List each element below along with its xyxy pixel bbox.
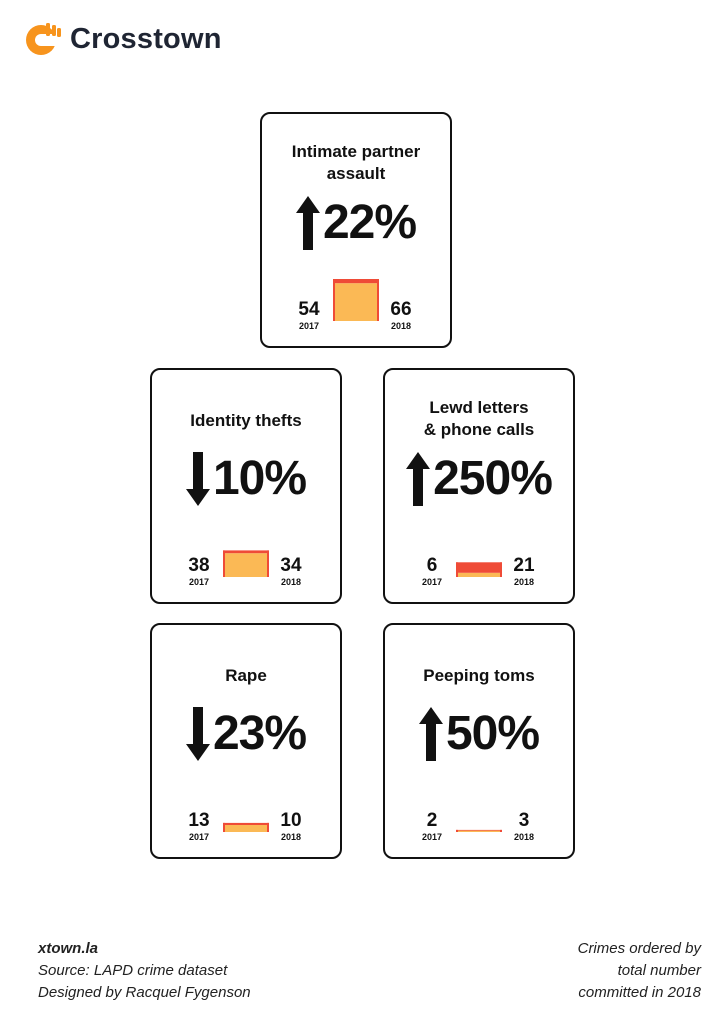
bar-common bbox=[223, 825, 269, 832]
bar-edge bbox=[500, 829, 502, 832]
value-2018: 10 bbox=[280, 810, 302, 831]
bar-common bbox=[333, 283, 379, 321]
bar-change bbox=[333, 279, 379, 284]
year-2017: 2017 bbox=[421, 577, 443, 587]
bar-common bbox=[223, 553, 269, 577]
arrow-down-icon bbox=[185, 452, 210, 506]
card-title: Intimate partner assault bbox=[270, 141, 442, 185]
crime-card: Peeping toms 50% 2 3 2017 2018 bbox=[383, 623, 575, 859]
value-2017: 6 bbox=[426, 555, 438, 576]
arrow-up-icon bbox=[295, 196, 320, 250]
value-comparison: 38 34 2017 2018 bbox=[152, 535, 340, 587]
brand-name: Crosstown bbox=[70, 22, 222, 55]
value-comparison: 54 66 2017 2018 bbox=[262, 279, 450, 331]
card-title: Identity thefts bbox=[160, 410, 332, 432]
value-2018: 66 bbox=[390, 299, 412, 320]
comparison-bars bbox=[223, 822, 269, 832]
year-2018: 2018 bbox=[280, 577, 302, 587]
crosstown-logo[interactable]: Crosstown bbox=[24, 20, 222, 58]
note-line: total number bbox=[617, 962, 701, 979]
crime-card: Identity thefts 10% 38 34 2017 2018 bbox=[150, 368, 342, 604]
percent-change: 23% bbox=[212, 707, 307, 760]
site-link[interactable]: xtown.la bbox=[38, 940, 99, 957]
value-2017: 54 bbox=[298, 299, 320, 320]
crime-card: Intimate partner assault 22% 54 66 2017 2018 bbox=[260, 112, 452, 348]
card-title-line: Intimate partner bbox=[291, 142, 421, 161]
change-row: 10% bbox=[152, 452, 340, 506]
card-title-line: Peeping toms bbox=[423, 666, 535, 685]
year-2017: 2017 bbox=[421, 832, 443, 842]
designer-text: Designed by Racquel Fygenson bbox=[38, 984, 251, 1001]
card-title-line: & phone calls bbox=[423, 420, 535, 439]
value-comparison: 2 3 2017 2018 bbox=[385, 790, 573, 842]
crime-card: Lewd letters & phone calls 250% 6 21 2017 2018 bbox=[383, 368, 575, 604]
value-2017: 2 bbox=[426, 810, 438, 831]
source-text: Source: LAPD crime dataset bbox=[38, 962, 228, 979]
value-comparison: 13 10 2017 2018 bbox=[152, 790, 340, 842]
bar-edge bbox=[500, 562, 502, 577]
comparison-bars bbox=[456, 829, 502, 832]
percent-change: 50% bbox=[445, 707, 540, 760]
bar-edge bbox=[456, 829, 458, 832]
change-row: 23% bbox=[152, 707, 340, 761]
bar-change bbox=[223, 822, 269, 825]
bar-edge bbox=[267, 822, 269, 832]
card-title: Rape bbox=[160, 665, 332, 687]
comparison-bars bbox=[333, 279, 379, 321]
bar-edge bbox=[333, 279, 335, 321]
crime-card: Rape 23% 13 10 2017 2018 bbox=[150, 623, 342, 859]
percent-change: 22% bbox=[322, 196, 417, 249]
value-2017: 38 bbox=[188, 555, 210, 576]
value-comparison: 6 21 2017 2018 bbox=[385, 535, 573, 587]
year-2018: 2018 bbox=[280, 832, 302, 842]
value-2018: 3 bbox=[518, 810, 530, 831]
arrow-up-icon bbox=[418, 707, 443, 761]
bar-edge bbox=[456, 562, 458, 577]
arrow-up-icon bbox=[406, 452, 431, 506]
percent-change: 250% bbox=[433, 452, 553, 505]
bar-edge bbox=[223, 550, 225, 577]
year-2017: 2017 bbox=[188, 577, 210, 587]
card-title: Peeping toms bbox=[393, 665, 565, 687]
footer-note: Crimes ordered by total number committed… bbox=[501, 938, 701, 1004]
crosstown-logo-icon bbox=[26, 23, 61, 55]
bar-change bbox=[456, 829, 502, 831]
year-2018: 2018 bbox=[513, 832, 535, 842]
card-title-line: assault bbox=[326, 164, 386, 183]
year-2018: 2018 bbox=[513, 577, 535, 587]
bar-edge bbox=[223, 822, 225, 832]
value-2017: 13 bbox=[188, 810, 210, 831]
card-title-line: Rape bbox=[225, 666, 267, 685]
bar-change bbox=[223, 550, 269, 554]
value-2018: 21 bbox=[513, 555, 535, 576]
change-row: 50% bbox=[385, 707, 573, 761]
bar-common bbox=[456, 830, 502, 832]
bar-common bbox=[456, 572, 502, 577]
comparison-bars bbox=[456, 562, 502, 577]
change-row: 250% bbox=[385, 452, 573, 506]
year-2017: 2017 bbox=[298, 321, 320, 331]
bar-edge bbox=[267, 550, 269, 577]
card-title-line: Identity thefts bbox=[190, 411, 302, 430]
comparison-bars bbox=[223, 550, 269, 577]
change-row: 22% bbox=[262, 196, 450, 250]
percent-change: 10% bbox=[212, 452, 307, 505]
card-title: Lewd letters & phone calls bbox=[393, 397, 565, 441]
card-title-line: Lewd letters bbox=[429, 398, 529, 417]
value-2018: 34 bbox=[280, 555, 302, 576]
note-line: committed in 2018 bbox=[578, 984, 701, 1001]
footer-credits: xtown.la Source: LAPD crime dataset Desi… bbox=[38, 938, 251, 1004]
note-line: Crimes ordered by bbox=[577, 940, 701, 957]
year-2018: 2018 bbox=[390, 321, 412, 331]
year-2017: 2017 bbox=[188, 832, 210, 842]
bar-change bbox=[456, 562, 502, 573]
arrow-down-icon bbox=[185, 707, 210, 761]
bar-edge bbox=[377, 279, 379, 321]
